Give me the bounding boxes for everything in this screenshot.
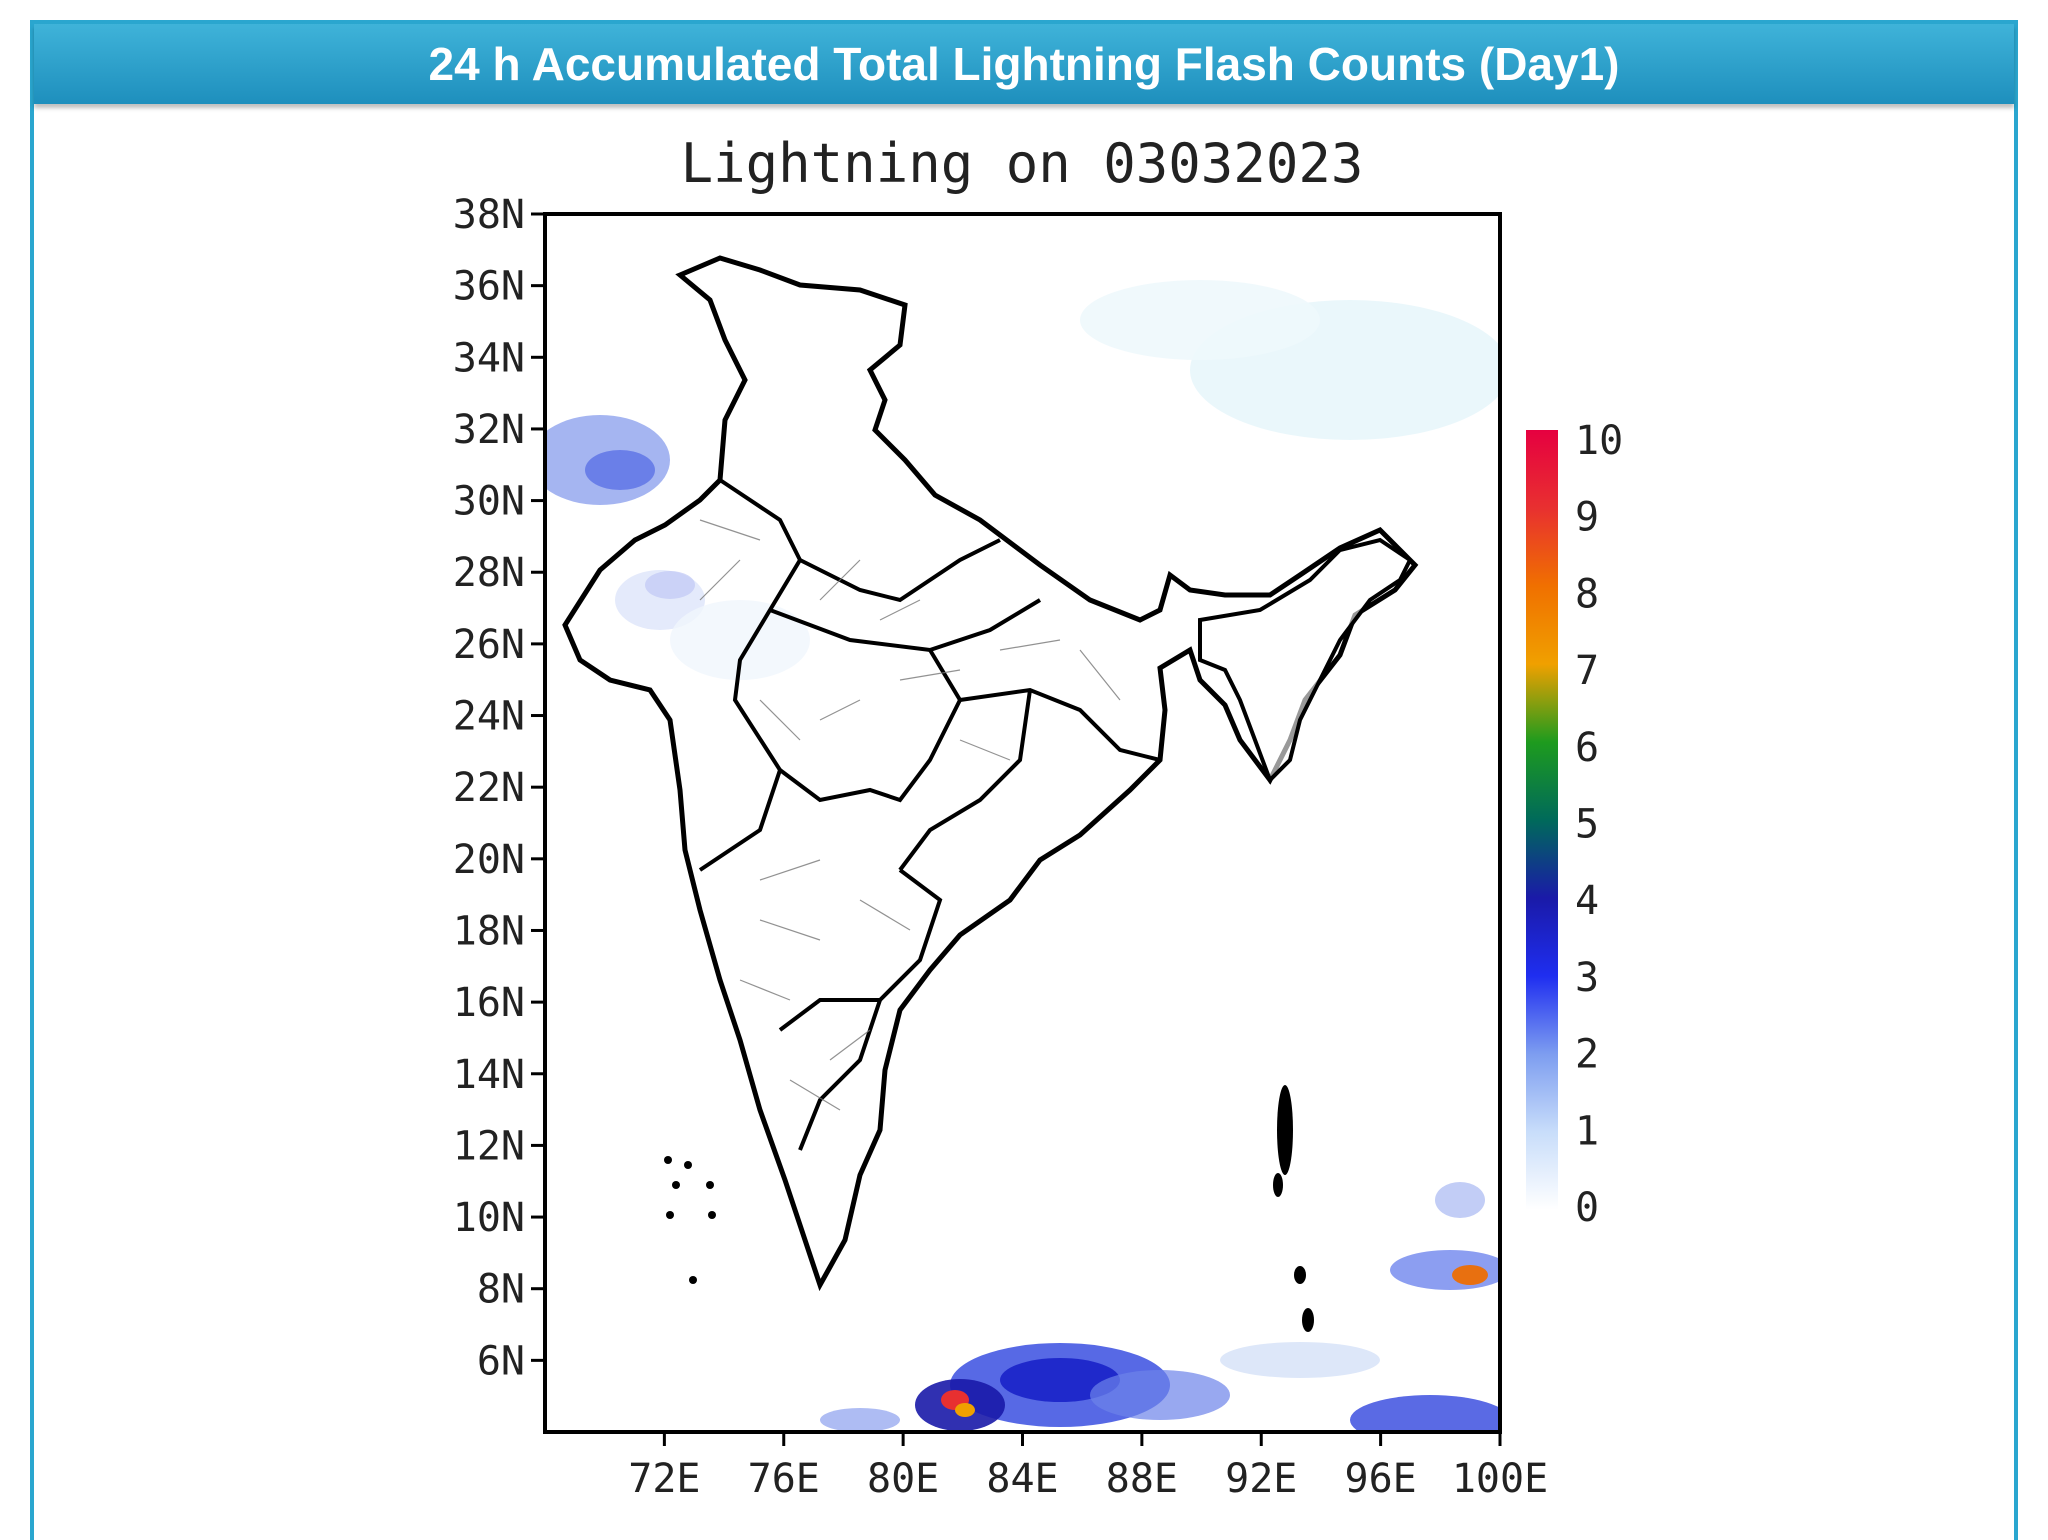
lat-tick-label: 26N (453, 622, 525, 668)
colorbar-label: 9 (1575, 495, 1599, 541)
lat-tick-label: 18N (453, 908, 525, 954)
colorbar-label: 8 (1575, 571, 1599, 617)
lon-tick-label: 88E (1106, 1456, 1178, 1502)
lat-tick-label: 22N (453, 765, 525, 811)
lon-tick-label: 96E (1345, 1456, 1417, 1502)
page-title: 24 h Accumulated Total Lightning Flash C… (34, 24, 2014, 104)
lon-tick-label: 92E (1225, 1456, 1297, 1502)
lon-tick-label: 84E (986, 1456, 1058, 1502)
colorbar-label: 4 (1575, 878, 1599, 924)
lon-tick-label: 72E (628, 1456, 700, 1502)
lat-tick-label: 10N (453, 1195, 525, 1241)
colorbar-label: 3 (1575, 955, 1599, 1001)
lon-tick-label: 80E (867, 1456, 939, 1502)
lakshadweep-islands (664, 1156, 716, 1284)
lat-tick-label: 6N (477, 1338, 525, 1384)
lat-tick-label: 16N (453, 980, 525, 1026)
india-outline (562, 255, 1419, 1292)
lat-tick-label: 30N (453, 479, 525, 525)
lat-tick-label: 20N (453, 837, 525, 883)
colorbar-label: 6 (1575, 725, 1599, 771)
lat-tick-label: 12N (453, 1123, 525, 1169)
lat-tick-label: 24N (453, 694, 525, 740)
lat-tick-label: 8N (477, 1267, 525, 1313)
lat-tick-label: 34N (453, 335, 525, 381)
district-boundaries (699, 519, 1121, 1111)
colorbar-label: 1 (1575, 1108, 1599, 1154)
latitude-axis: 38N 36N 34N 32N 30N 28N 26N 24N 22N 20N 18N 16N 14N 1… (453, 192, 545, 1384)
lat-tick-label: 38N (453, 192, 525, 238)
andaman-nicobar-islands (1273, 1085, 1314, 1332)
map-title: Lightning on 03032023 (681, 132, 1364, 195)
lat-tick-label: 14N (453, 1052, 525, 1098)
colorbar-label: 2 (1575, 1032, 1599, 1078)
colorbar-label: 5 (1575, 802, 1599, 848)
lat-tick-label: 36N (453, 264, 525, 310)
longitude-axis: 72E 76E 80E 84E 88E 92E 96E 100E (628, 1432, 1548, 1502)
colorbar-label: 0 (1575, 1185, 1599, 1231)
lightning-density-layer (545, 280, 1500, 1432)
lon-tick-label: 76E (748, 1456, 820, 1502)
lat-tick-label: 28N (453, 550, 525, 596)
lon-tick-label: 100E (1452, 1456, 1548, 1502)
lat-tick-label: 32N (453, 407, 525, 453)
content-panel: 24 h Accumulated Total Lightning Flash C… (30, 20, 2018, 1540)
colorbar-label: 7 (1575, 648, 1599, 694)
colorbar-label: 10 (1575, 418, 1623, 464)
colorbar (1526, 430, 1558, 1210)
northeast-outline (1198, 537, 1413, 784)
